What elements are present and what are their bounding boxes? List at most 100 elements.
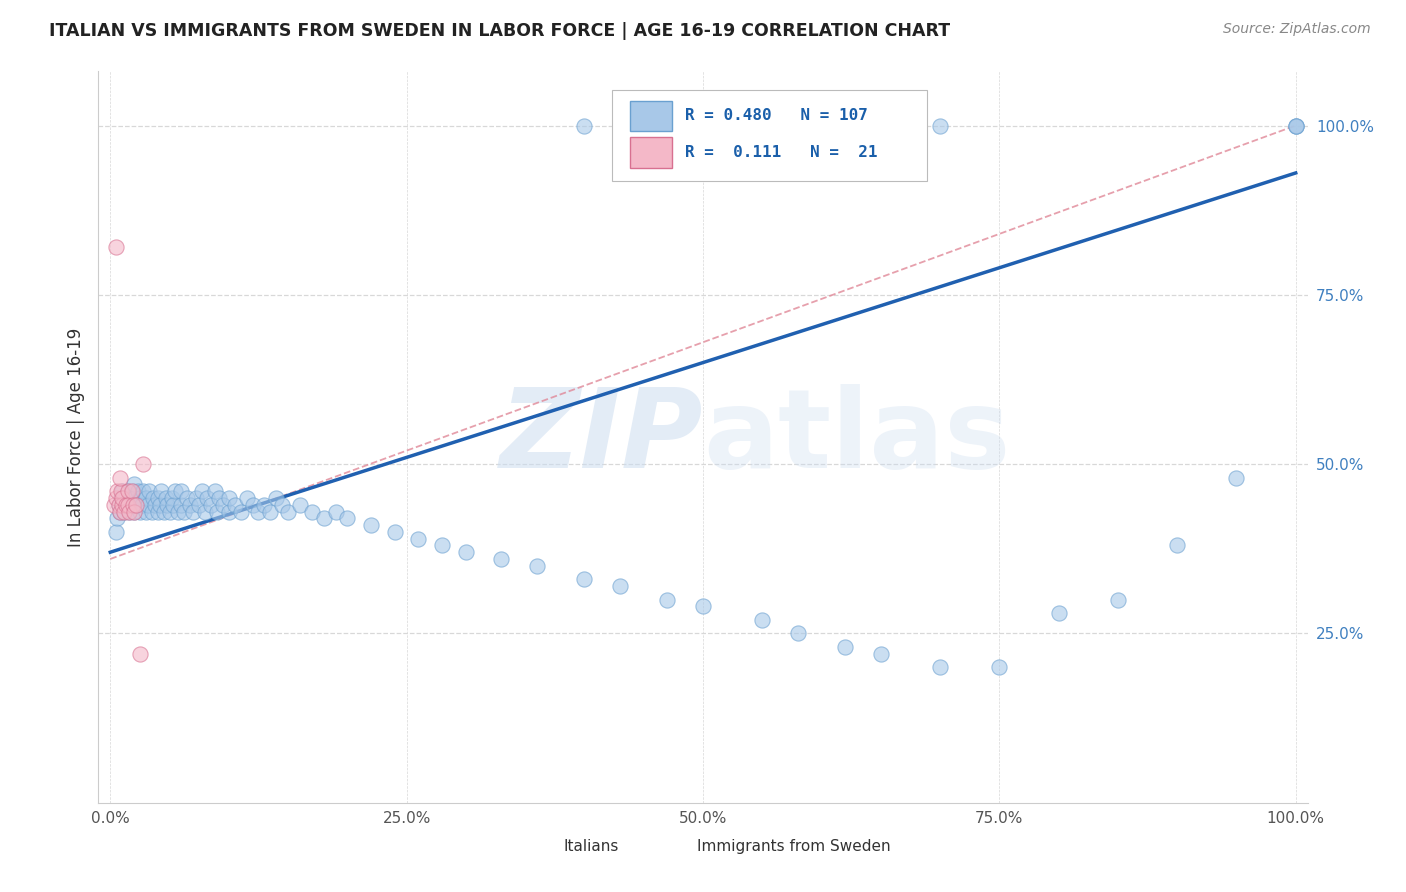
Point — [432, 538, 454, 552]
Point — [692, 599, 714, 614]
Point — [150, 484, 173, 499]
Point — [408, 532, 430, 546]
Point — [117, 484, 139, 499]
Point — [869, 647, 891, 661]
Point — [114, 491, 136, 505]
Text: R =  0.111   N =  21: R = 0.111 N = 21 — [685, 145, 877, 160]
Point — [103, 498, 125, 512]
Point — [108, 505, 131, 519]
Point — [132, 457, 155, 471]
Point — [122, 505, 145, 519]
Point — [120, 491, 142, 505]
Point — [194, 505, 217, 519]
Point — [105, 240, 128, 254]
Point — [108, 505, 131, 519]
Point — [129, 647, 152, 661]
Point — [454, 545, 477, 559]
Point — [301, 505, 323, 519]
Point — [1285, 119, 1308, 133]
Point — [118, 505, 141, 519]
Point — [288, 498, 311, 512]
Point — [156, 498, 179, 512]
Point — [574, 119, 596, 133]
Point — [235, 491, 257, 505]
Point — [1285, 119, 1308, 133]
Point — [131, 498, 153, 512]
Point — [271, 498, 294, 512]
Point — [218, 491, 240, 505]
Point — [988, 660, 1011, 674]
Point — [155, 491, 177, 505]
Text: Italians: Italians — [564, 839, 619, 855]
Point — [135, 505, 157, 519]
Point — [141, 505, 163, 519]
Point — [121, 498, 143, 512]
Point — [125, 498, 148, 512]
Point — [360, 518, 382, 533]
Point — [1285, 119, 1308, 133]
Point — [247, 505, 270, 519]
Point — [834, 640, 856, 654]
Point — [105, 491, 128, 505]
Point — [105, 511, 128, 525]
Point — [117, 484, 139, 499]
Point — [325, 505, 347, 519]
Point — [190, 484, 212, 499]
Text: ITALIAN VS IMMIGRANTS FROM SWEDEN IN LABOR FORCE | AGE 16-19 CORRELATION CHART: ITALIAN VS IMMIGRANTS FROM SWEDEN IN LAB… — [49, 22, 950, 40]
Point — [152, 505, 174, 519]
FancyBboxPatch shape — [630, 137, 672, 168]
Point — [173, 505, 195, 519]
Point — [121, 484, 143, 499]
Point — [205, 505, 228, 519]
Point — [208, 491, 231, 505]
Point — [170, 498, 193, 512]
Point — [111, 498, 134, 512]
Point — [1166, 538, 1188, 552]
Point — [1107, 592, 1129, 607]
Point — [312, 511, 335, 525]
Point — [786, 626, 808, 640]
Point — [242, 498, 264, 512]
Point — [1225, 471, 1247, 485]
Point — [142, 491, 165, 505]
Point — [136, 498, 159, 512]
Point — [692, 119, 714, 133]
Point — [218, 505, 240, 519]
Point — [143, 498, 166, 512]
Point — [132, 484, 155, 499]
Point — [138, 484, 160, 499]
Text: R = 0.480   N = 107: R = 0.480 N = 107 — [685, 109, 868, 123]
Point — [609, 579, 631, 593]
Point — [657, 592, 679, 607]
Point — [197, 491, 219, 505]
Point — [574, 572, 596, 586]
Point — [122, 477, 145, 491]
Point — [184, 491, 207, 505]
Point — [111, 484, 134, 499]
Point — [929, 119, 952, 133]
Text: Immigrants from Sweden: Immigrants from Sweden — [697, 839, 890, 855]
Point — [212, 498, 235, 512]
Point — [200, 498, 222, 512]
Point — [264, 491, 287, 505]
Point — [1047, 606, 1070, 620]
Point — [127, 484, 149, 499]
Point — [491, 552, 513, 566]
Point — [122, 505, 145, 519]
Point — [869, 119, 891, 133]
Point — [633, 119, 655, 133]
Point — [110, 491, 132, 505]
Point — [118, 505, 141, 519]
Point — [146, 505, 169, 519]
Point — [929, 660, 952, 674]
Point — [810, 119, 832, 133]
Point — [129, 491, 152, 505]
Point — [259, 505, 281, 519]
Point — [204, 484, 226, 499]
Point — [105, 484, 128, 499]
Point — [129, 505, 152, 519]
Point — [149, 498, 172, 512]
Point — [277, 505, 299, 519]
Point — [170, 484, 193, 499]
FancyBboxPatch shape — [613, 90, 927, 181]
